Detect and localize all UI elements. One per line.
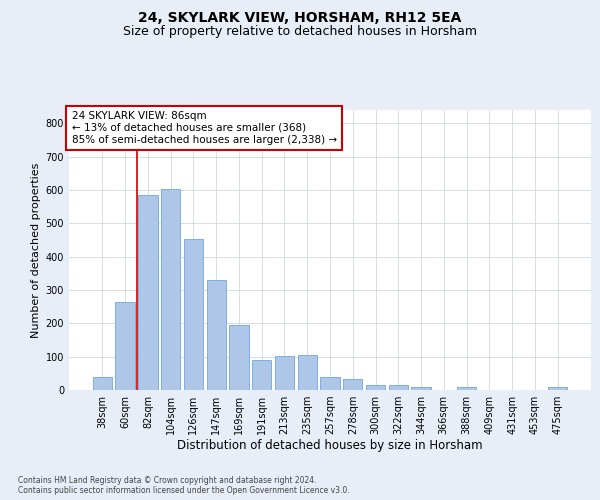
Bar xyxy=(298,355,317,390)
Bar xyxy=(457,388,476,390)
Bar xyxy=(115,302,135,390)
Bar xyxy=(184,240,203,390)
Bar xyxy=(320,378,340,390)
Bar xyxy=(252,360,271,390)
Bar xyxy=(206,280,226,390)
Bar xyxy=(412,386,431,390)
Bar xyxy=(366,385,385,390)
Bar xyxy=(548,388,567,390)
Bar xyxy=(229,325,248,390)
Bar xyxy=(275,356,294,390)
Bar xyxy=(161,190,181,390)
Text: Contains HM Land Registry data © Crown copyright and database right 2024.
Contai: Contains HM Land Registry data © Crown c… xyxy=(18,476,350,495)
Bar xyxy=(343,380,362,390)
X-axis label: Distribution of detached houses by size in Horsham: Distribution of detached houses by size … xyxy=(177,438,483,452)
Y-axis label: Number of detached properties: Number of detached properties xyxy=(31,162,41,338)
Bar xyxy=(93,378,112,390)
Text: 24 SKYLARK VIEW: 86sqm
← 13% of detached houses are smaller (368)
85% of semi-de: 24 SKYLARK VIEW: 86sqm ← 13% of detached… xyxy=(71,112,337,144)
Bar xyxy=(389,385,408,390)
Text: 24, SKYLARK VIEW, HORSHAM, RH12 5EA: 24, SKYLARK VIEW, HORSHAM, RH12 5EA xyxy=(139,11,461,25)
Bar xyxy=(138,195,158,390)
Text: Size of property relative to detached houses in Horsham: Size of property relative to detached ho… xyxy=(123,25,477,38)
